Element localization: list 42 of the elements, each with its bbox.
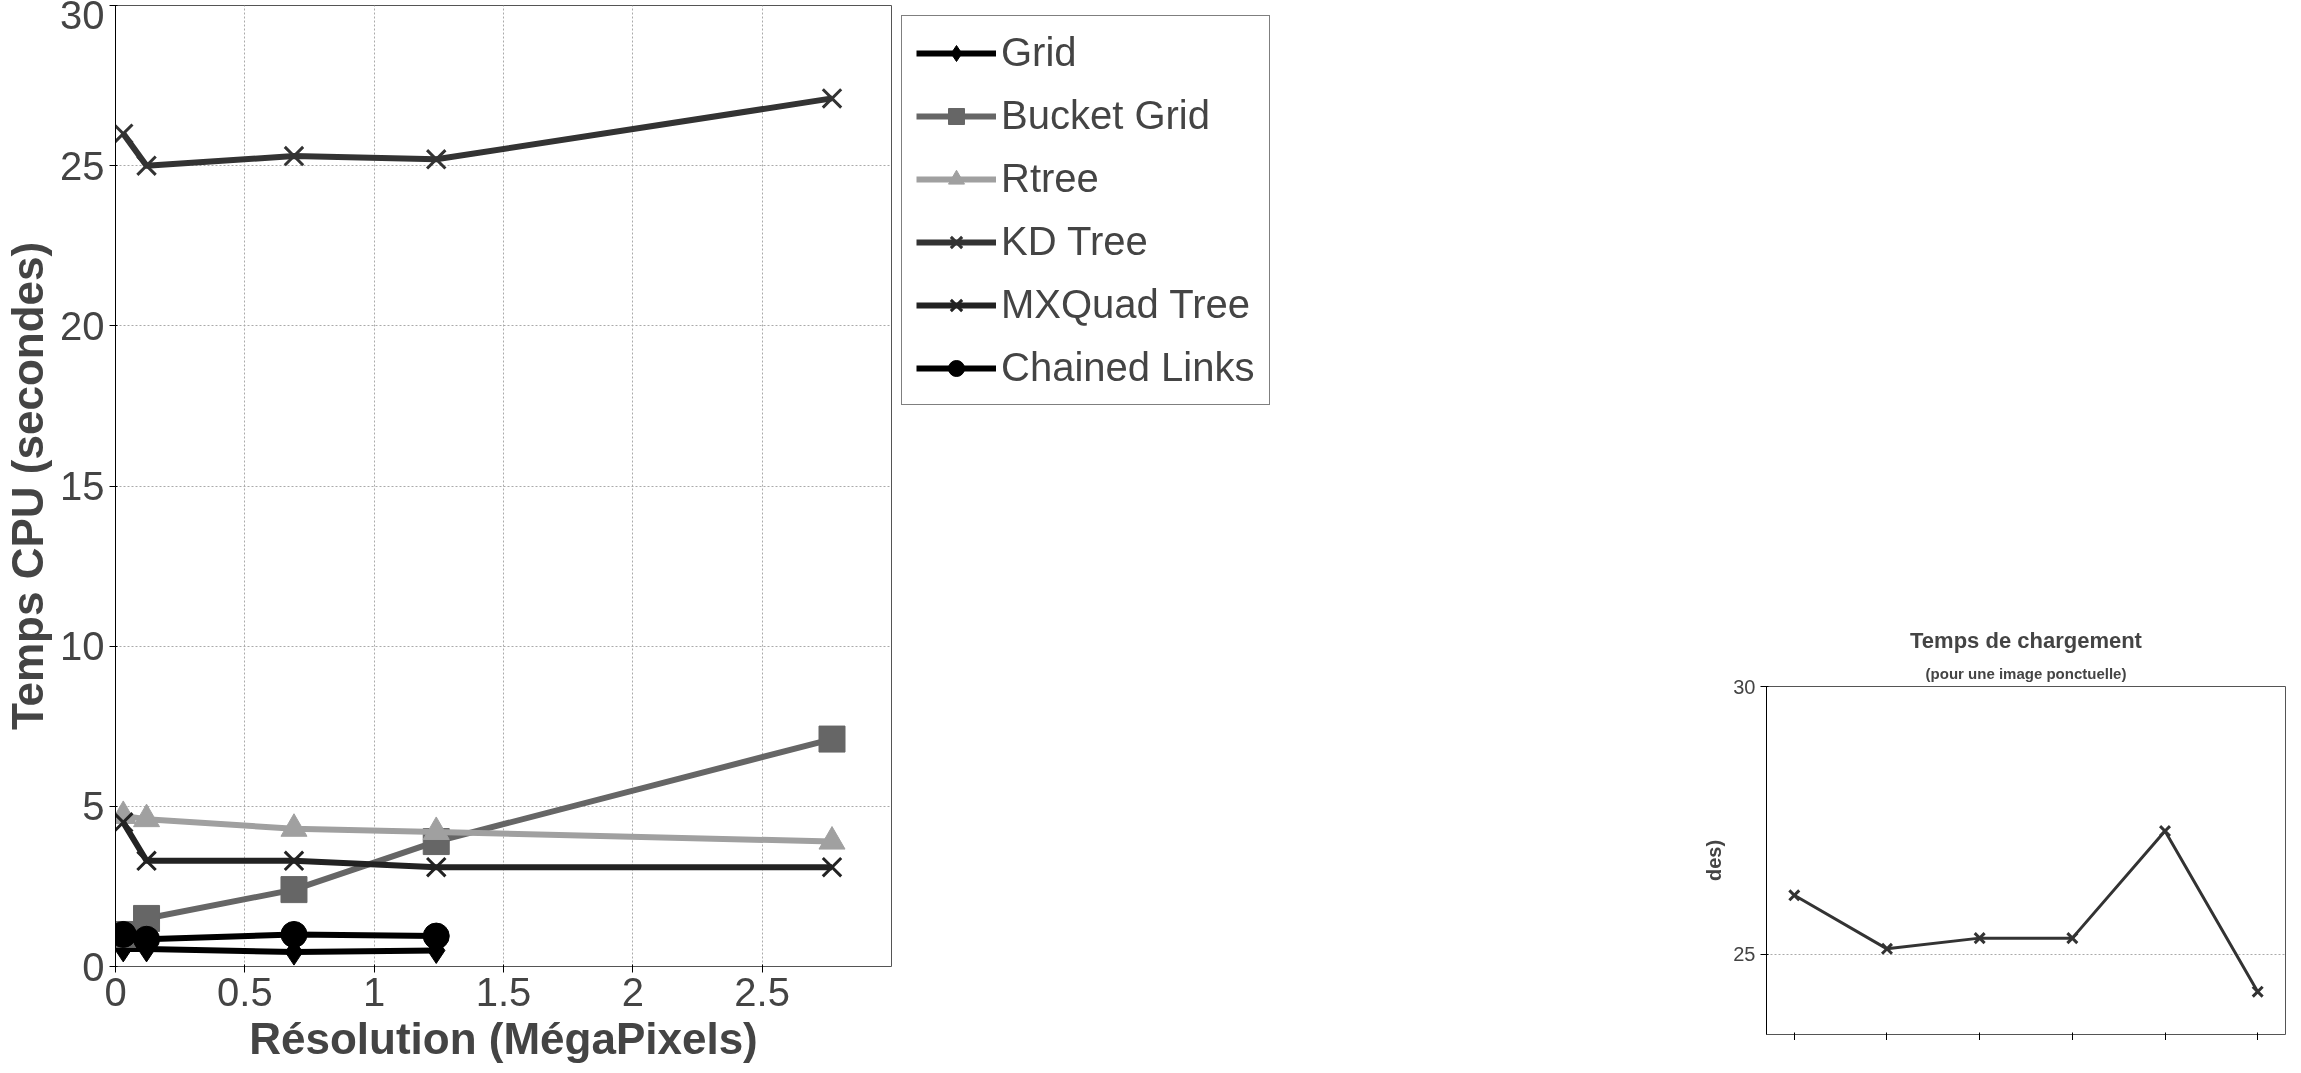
y-tick-label: 25 [60, 143, 105, 188]
point [818, 725, 846, 753]
point [1880, 942, 1894, 956]
legend-label: MXQuad Tree [1001, 282, 1251, 327]
y-tick-label: 30 [1733, 675, 1756, 698]
point [1973, 931, 1987, 945]
legend-label: Chained Links [1001, 345, 1255, 390]
point [283, 850, 305, 872]
x-tick-label: 2 [621, 969, 644, 1014]
point [2251, 985, 2265, 999]
point [422, 922, 450, 950]
point [821, 87, 843, 110]
y-tick-label: 20 [60, 303, 105, 348]
point [2158, 824, 2172, 838]
x-tick-label: 0.5 [217, 969, 273, 1014]
legend-label: KD Tree [1001, 219, 1148, 264]
y-tick-label: 15 [60, 464, 105, 508]
y-axis-title: Temps CPU (secondes) [3, 241, 53, 731]
y-tick-label: 30 [60, 0, 105, 37]
point [135, 850, 158, 872]
legend-label: Rtree [1001, 156, 1099, 201]
y-tick-label: 10 [60, 624, 105, 669]
point [283, 145, 305, 167]
point [280, 920, 308, 948]
point [1787, 888, 1801, 902]
point [280, 876, 308, 904]
y-tick-label: 5 [82, 784, 105, 829]
point [821, 856, 843, 878]
x-tick-label: 1 [363, 969, 386, 1014]
y-tick-label: 25 [1733, 943, 1756, 966]
chart-title: Temps de chargement [1910, 627, 2143, 653]
point [135, 154, 158, 177]
x-axis-title: Résolution (MégaPixels) [249, 1013, 758, 1063]
point [425, 148, 447, 170]
legend-label: Bucket Grid [1001, 93, 1210, 138]
point [2065, 931, 2079, 945]
legend-label: Grid [1001, 30, 1077, 75]
chart-subtitle: (pour une image ponctuelle) [1925, 664, 2127, 682]
x-tick-label: 1.5 [475, 969, 532, 1014]
point [425, 856, 447, 878]
y-axis-title: des) [1703, 839, 1726, 882]
x-tick-label: 2.5 [734, 969, 790, 1014]
